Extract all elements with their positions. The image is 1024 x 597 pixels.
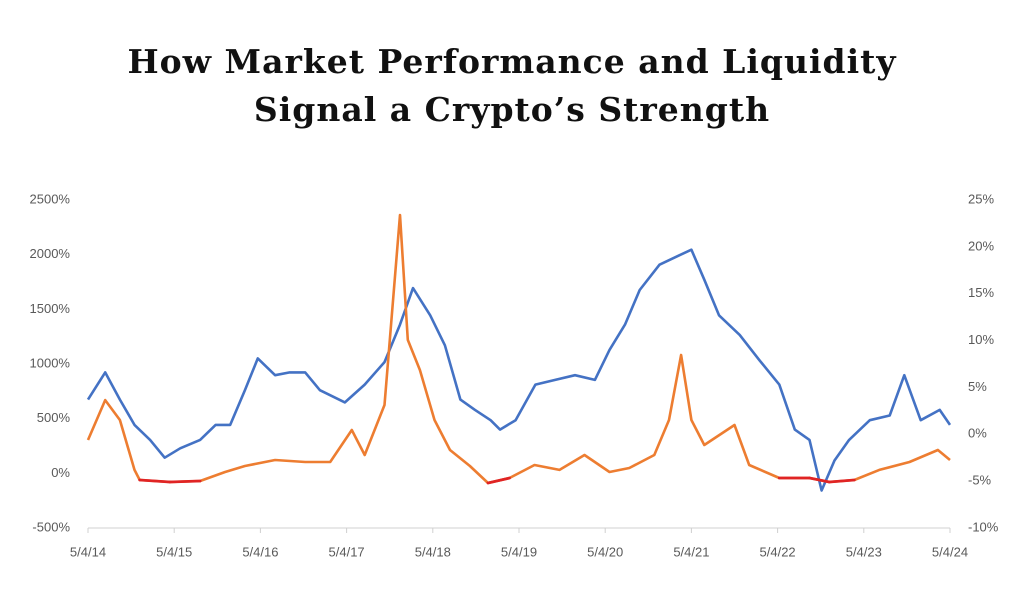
y2-tick-label: 0%	[968, 426, 987, 441]
y-tick-label: 1000%	[30, 355, 71, 370]
x-tick-label: 5/4/15	[156, 544, 192, 559]
x-tick-label: 5/4/14	[70, 544, 106, 559]
chart-title: Signal a Crypto’s Strength	[254, 90, 770, 129]
y-tick-label: 0%	[51, 465, 70, 480]
x-tick-label: 5/4/20	[587, 544, 623, 559]
x-tick-label: 5/4/22	[760, 544, 796, 559]
line-series	[86, 213, 951, 485]
y-tick-label: -500%	[32, 519, 70, 534]
y-tick-label: 1500%	[30, 301, 71, 316]
y2-tick-label: 5%	[968, 379, 987, 394]
line-series	[86, 248, 952, 492]
x-tick-label: 5/4/16	[242, 544, 278, 559]
x-tick-label: 5/4/17	[329, 544, 365, 559]
x-tick-label: 5/4/23	[846, 544, 882, 559]
y-tick-label: 2500%	[30, 191, 71, 206]
negative-segment	[827, 478, 856, 484]
y2-tick-label: 15%	[968, 285, 994, 300]
x-tick-label: 5/4/18	[415, 544, 451, 559]
negative-segment	[138, 478, 172, 484]
negative-segment	[168, 479, 202, 484]
x-tick-label: 5/4/21	[673, 544, 709, 559]
y2-tick-label: 25%	[968, 191, 994, 206]
negative-segment	[808, 476, 831, 484]
y2-tick-label: -5%	[968, 473, 992, 488]
y2-tick-label: -10%	[968, 519, 999, 534]
negative-segment	[486, 476, 511, 485]
y-tick-label: 2000%	[30, 246, 71, 261]
y2-tick-label: 10%	[968, 332, 994, 347]
chart-title: How Market Performance and Liquidity	[127, 42, 896, 81]
x-tick-label: 5/4/19	[501, 544, 537, 559]
x-tick-label: 5/4/24	[932, 544, 968, 559]
y2-tick-label: 20%	[968, 238, 994, 253]
y-tick-label: 500%	[37, 410, 71, 425]
